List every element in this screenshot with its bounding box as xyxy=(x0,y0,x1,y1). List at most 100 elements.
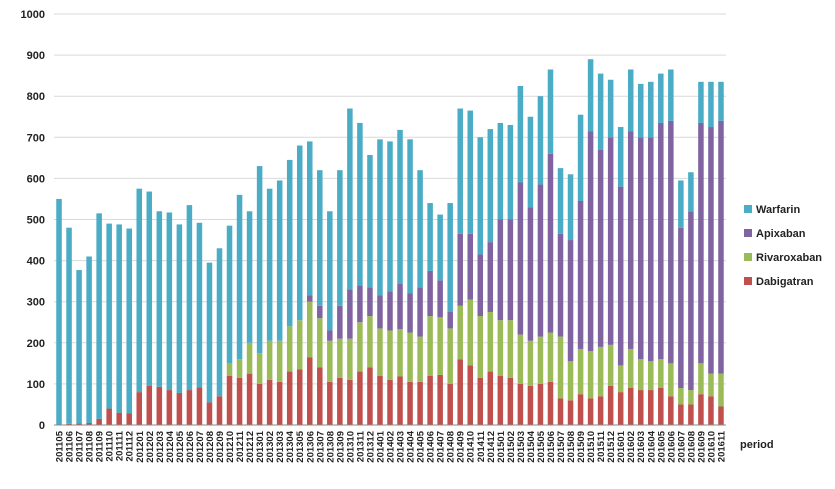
bar-warfarin-201306 xyxy=(307,141,313,296)
y-tick-label: 500 xyxy=(27,215,45,227)
bar-apixaban-201404 xyxy=(407,293,413,333)
bar-warfarin-201507 xyxy=(557,168,564,234)
x-tick-label: 201606 xyxy=(666,431,677,463)
bar-apixaban-201604 xyxy=(648,137,654,362)
bar-rivaroxaban-201312 xyxy=(367,316,373,368)
x-tick-label: 201112 xyxy=(125,431,136,462)
bar-dabigatran-201509 xyxy=(577,394,584,425)
bar-dabigatran-201112 xyxy=(126,413,132,425)
bar-rivaroxaban-201410 xyxy=(467,299,473,366)
bar-rivaroxaban-201307 xyxy=(317,318,323,368)
bar-warfarin-201607 xyxy=(678,180,684,228)
bar-warfarin-201407 xyxy=(437,214,443,281)
x-tick-label: 201208 xyxy=(205,431,216,463)
x-tick-label: 201412 xyxy=(486,431,497,463)
bar-rivaroxaban-201601 xyxy=(617,365,624,393)
x-tick-label: 201403 xyxy=(396,431,407,463)
bar-rivaroxaban-201603 xyxy=(637,359,644,391)
bar-dabigatran-201405 xyxy=(417,381,423,425)
x-tick-label: 201204 xyxy=(165,430,176,462)
x-tick-label: 201108 xyxy=(85,431,96,462)
bar-apixaban-201508 xyxy=(567,240,574,362)
x-tick-label: 201601 xyxy=(616,430,627,462)
x-tick-label: 201502 xyxy=(506,431,517,463)
bar-warfarin-201601 xyxy=(617,127,624,187)
y-tick-label: 100 xyxy=(27,379,45,391)
bar-apixaban-201410 xyxy=(467,233,473,300)
bar-warfarin-201202 xyxy=(146,191,153,386)
bar-rivaroxaban-201605 xyxy=(658,359,664,389)
bar-warfarin-201205 xyxy=(176,224,183,393)
bar-rivaroxaban-201610 xyxy=(708,373,714,397)
bar-apixaban-201602 xyxy=(627,131,634,349)
bar-dabigatran-201404 xyxy=(407,381,413,425)
legend-swatch-dabigatran xyxy=(744,277,752,285)
bar-dabigatran-201407 xyxy=(437,374,443,425)
x-tick-label: 201109 xyxy=(95,431,106,462)
bar-apixaban-201605 xyxy=(658,122,664,360)
bar-dabigatran-201202 xyxy=(146,385,153,425)
x-tick-label: 201610 xyxy=(706,431,717,463)
bar-dabigatran-201211 xyxy=(236,377,243,425)
bar-rivaroxaban-201301 xyxy=(256,353,263,384)
y-tick-label: 900 xyxy=(27,50,45,62)
bar-warfarin-201307 xyxy=(317,170,323,306)
bar-dabigatran-201308 xyxy=(327,381,333,425)
bar-rivaroxaban-201411 xyxy=(477,316,484,378)
bar-apixaban-201306 xyxy=(307,295,313,302)
bar-warfarin-201509 xyxy=(577,114,584,202)
bar-dabigatran-201203 xyxy=(156,386,163,425)
x-tick-label: 201511 xyxy=(596,430,607,462)
bar-rivaroxaban-201608 xyxy=(688,390,694,405)
bar-apixaban-201507 xyxy=(557,233,564,337)
bar-dabigatran-201107 xyxy=(76,423,82,425)
bar-warfarin-201605 xyxy=(658,73,664,123)
bar-warfarin-201608 xyxy=(688,172,694,212)
bar-rivaroxaban-201606 xyxy=(668,363,674,397)
bar-dabigatran-201611 xyxy=(718,406,724,425)
bar-rivaroxaban-201505 xyxy=(537,336,544,384)
bar-dabigatran-201106 xyxy=(66,423,72,425)
bar-rivaroxaban-201303 xyxy=(276,340,283,382)
bar-warfarin-201303 xyxy=(276,180,283,341)
bar-warfarin-201305 xyxy=(296,145,303,321)
bar-warfarin-201506 xyxy=(547,69,554,154)
x-tick-label: 201605 xyxy=(656,430,667,462)
bar-warfarin-201107 xyxy=(76,270,82,424)
bar-warfarin-201112 xyxy=(126,228,132,414)
bar-rivaroxaban-201512 xyxy=(607,344,614,386)
x-tick-label: 201608 xyxy=(686,431,697,463)
bar-rivaroxaban-201305 xyxy=(296,320,303,370)
bar-warfarin-201211 xyxy=(236,194,243,360)
bar-warfarin-201106 xyxy=(66,227,72,424)
x-tick-label: 201406 xyxy=(426,431,437,463)
bar-apixaban-201402 xyxy=(387,291,393,331)
bar-rivaroxaban-201212 xyxy=(246,342,253,374)
bar-dabigatran-201401 xyxy=(377,375,383,425)
bar-rivaroxaban-201511 xyxy=(597,346,604,397)
x-tick-label: 201504 xyxy=(526,430,537,462)
bar-dabigatran-201310 xyxy=(347,379,353,425)
bar-dabigatran-201502 xyxy=(507,377,514,425)
bar-rivaroxaban-201611 xyxy=(718,373,724,407)
bar-warfarin-201503 xyxy=(517,85,524,183)
y-tick-label: 1000 xyxy=(21,9,45,21)
bar-apixaban-201606 xyxy=(668,120,674,364)
bar-dabigatran-201207 xyxy=(196,387,203,425)
bar-dabigatran-201306 xyxy=(307,357,313,425)
bar-apixaban-201401 xyxy=(377,295,383,329)
bar-apixaban-201503 xyxy=(517,182,524,335)
bar-apixaban-201609 xyxy=(698,122,704,364)
bar-apixaban-201403 xyxy=(397,284,403,330)
bar-rivaroxaban-201607 xyxy=(678,388,684,405)
bar-warfarin-201210 xyxy=(226,225,233,364)
bar-rivaroxaban-201509 xyxy=(577,348,584,395)
bar-warfarin-201408 xyxy=(447,203,453,312)
bar-dabigatran-201204 xyxy=(166,390,173,425)
bar-apixaban-201311 xyxy=(357,285,363,323)
x-tick-label: 201507 xyxy=(556,431,567,463)
bar-warfarin-201405 xyxy=(417,170,423,288)
x-tick-label: 201411 xyxy=(476,430,487,462)
bar-rivaroxaban-201602 xyxy=(627,348,634,389)
bar-dabigatran-201108 xyxy=(86,422,92,425)
